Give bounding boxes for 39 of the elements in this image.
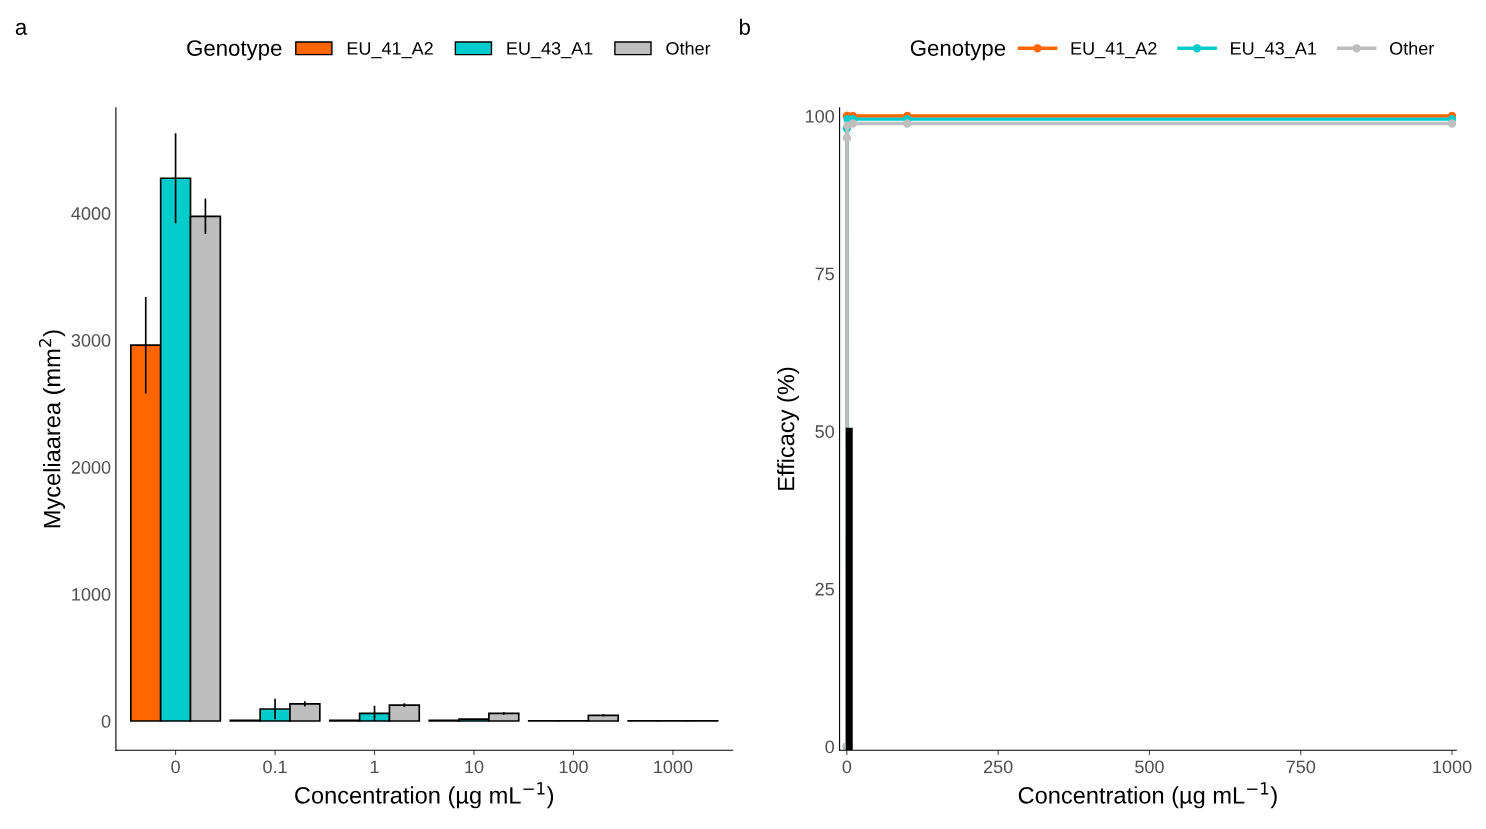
y-tick-label: 3000 [71, 334, 111, 347]
x-axis-title: Concentration (µg mL$^{−1}$) [1018, 782, 1277, 809]
x-tick-label: 750 [1286, 760, 1316, 774]
y-axis-title: Efficacy (%) [777, 367, 800, 490]
x-axis-title: Concentration (µg mL$^{−1}$) [295, 782, 554, 809]
x-tick-label: 1000 [1433, 760, 1472, 774]
y-tick-label: 25 [815, 582, 834, 596]
chart-title: b [739, 18, 750, 35]
y-tick-label: 0 [825, 740, 835, 754]
x-tick-label: 100 [559, 760, 588, 774]
x-tick-label: 500 [1135, 760, 1164, 774]
x-tick-label: 1 [370, 760, 379, 774]
y-tick-label: 100 [805, 109, 835, 123]
legend-title: Genotype [910, 40, 1006, 61]
point [848, 119, 858, 128]
x-tick-label: 0 [842, 760, 852, 774]
point [842, 133, 852, 143]
legend-label: EU_43_A1 [1231, 42, 1317, 59]
legend-label: EU_41_A2 [1071, 42, 1157, 59]
chart-title: a [15, 22, 28, 35]
point [1447, 119, 1457, 128]
y-tick-label: 2000 [71, 461, 111, 474]
y-tick-label: 75 [815, 267, 834, 281]
x-tick-label: 0.1 [263, 760, 287, 774]
y-axis-title: Myceliaarea (mm$^{2}$) [38, 330, 66, 528]
x-tick-label: 1000 [654, 760, 693, 774]
legend-label: EU_43_A1 [507, 42, 593, 59]
y-tick-label: 0 [101, 714, 111, 728]
legend-title: Genotype [187, 40, 282, 61]
x-tick-label: 250 [984, 760, 1013, 774]
y-tick-label: 1000 [72, 588, 111, 601]
point [903, 119, 912, 128]
y-tick-label: 4000 [71, 207, 111, 220]
x-tick-label: 10 [465, 760, 484, 774]
y-tick-label: 50 [815, 425, 835, 438]
legend-label: Other [666, 41, 711, 55]
x-tick-label: 0 [171, 760, 180, 774]
legend-label: EU_41_A2 [347, 42, 433, 59]
legend-label: Other [1390, 41, 1434, 55]
